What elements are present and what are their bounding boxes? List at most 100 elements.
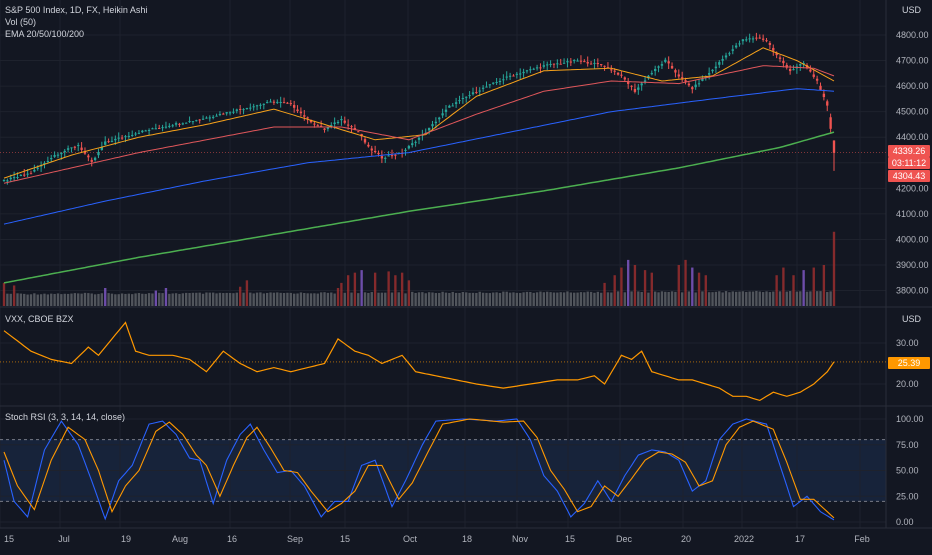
candle-body: [633, 88, 637, 92]
candle: [87, 153, 90, 162]
candle: [373, 145, 377, 154]
candle-body: [589, 63, 593, 65]
candle-body: [134, 133, 137, 135]
volume-bar: [100, 293, 104, 306]
candle-body: [654, 69, 657, 72]
volume-bar: [154, 290, 158, 306]
volume-bar: [468, 292, 471, 306]
candle: [660, 61, 664, 70]
volume-bar: [785, 291, 788, 306]
candle: [630, 85, 633, 91]
candle-body: [357, 131, 360, 133]
volume-bar: [694, 292, 697, 306]
volume-bar: [579, 292, 583, 306]
stoch-legend-label[interactable]: Stoch RSI (3, 3, 14, 14, close): [5, 412, 126, 422]
volume-bar: [714, 291, 718, 306]
candle: [168, 123, 171, 129]
time-tick-label: Oct: [403, 534, 418, 544]
volume-bar: [380, 292, 384, 306]
volume-bar: [191, 292, 195, 306]
candle: [616, 72, 620, 76]
volume-bar: [829, 291, 832, 306]
candle: [724, 52, 728, 60]
volume-bar: [245, 280, 249, 306]
volume-bar: [711, 292, 714, 306]
volume-bar: [562, 292, 566, 306]
candle-body: [603, 65, 606, 67]
volume-bar: [505, 291, 508, 306]
candle: [596, 58, 599, 68]
candle: [357, 131, 360, 133]
candle-body: [623, 77, 626, 80]
volume-bar: [758, 291, 761, 306]
candle-body: [188, 121, 191, 123]
candle-body: [384, 157, 387, 159]
price-legend-volume[interactable]: Vol (50): [5, 17, 37, 27]
candle: [772, 44, 775, 56]
candle-body: [390, 155, 394, 157]
volume-bar: [181, 293, 184, 306]
price-legend-ema[interactable]: EMA 20/50/100/200: [5, 29, 85, 39]
volume-bar: [29, 294, 33, 306]
vix-tick-label: 30.00: [896, 338, 919, 348]
candle: [546, 61, 549, 71]
candle: [552, 63, 556, 69]
candle-body: [87, 155, 90, 158]
vix-tick-label: 20.00: [896, 379, 919, 389]
candle-body: [492, 82, 495, 84]
candle-body: [70, 147, 73, 149]
candle-body: [697, 83, 701, 85]
candle-body: [508, 75, 512, 77]
bar-countdown-badge: 03:11:12: [888, 157, 930, 169]
vix-legend-symbol[interactable]: VXX, CBOE BZX: [5, 314, 74, 324]
candle-body: [239, 108, 242, 110]
candle: [441, 108, 444, 119]
candle-body: [212, 116, 215, 118]
candle-body: [670, 66, 674, 69]
candle: [360, 133, 363, 141]
candle: [29, 170, 33, 175]
volume-bar: [414, 292, 417, 306]
volume-bar: [761, 292, 765, 306]
candle-body: [282, 102, 286, 104]
time-tick-label: Jul: [58, 534, 70, 544]
candle: [141, 129, 144, 134]
volume-bar: [508, 292, 512, 306]
candle-body: [596, 63, 599, 65]
volume-bar: [12, 285, 16, 306]
volume-bar: [593, 292, 596, 306]
candle-body: [755, 37, 758, 39]
candle: [451, 103, 454, 107]
candle: [93, 156, 97, 162]
candle-body: [579, 60, 583, 62]
candle-body: [397, 152, 400, 154]
candle-body: [495, 81, 498, 83]
time-tick-label: Feb: [854, 534, 870, 544]
price-tick-label: 4000.00: [896, 234, 929, 244]
candle: [542, 61, 546, 69]
volume-bar: [353, 272, 357, 306]
candle-body: [56, 154, 60, 156]
price-legend-symbol[interactable]: S&P 500 Index, 1D, FX, Heikin Ashi: [5, 5, 148, 15]
volume-bar: [664, 291, 667, 306]
volume-bar: [33, 293, 36, 306]
candle-body: [195, 120, 198, 122]
candle: [77, 142, 80, 152]
volume-bar: [384, 292, 387, 306]
candle-body: [63, 150, 66, 153]
volume-bar: [576, 292, 579, 306]
candle-body: [613, 70, 616, 72]
price-tick-label: 3900.00: [896, 260, 929, 270]
candle-body: [205, 117, 208, 119]
candle-body: [704, 76, 707, 78]
candle-body: [215, 115, 218, 117]
volume-bar: [546, 291, 549, 306]
volume-bar: [39, 294, 43, 306]
volume-bar: [83, 292, 87, 306]
candle-body: [9, 177, 12, 180]
ema-200-line: [3, 131, 835, 284]
candle: [225, 111, 228, 116]
candle-body: [404, 149, 407, 151]
